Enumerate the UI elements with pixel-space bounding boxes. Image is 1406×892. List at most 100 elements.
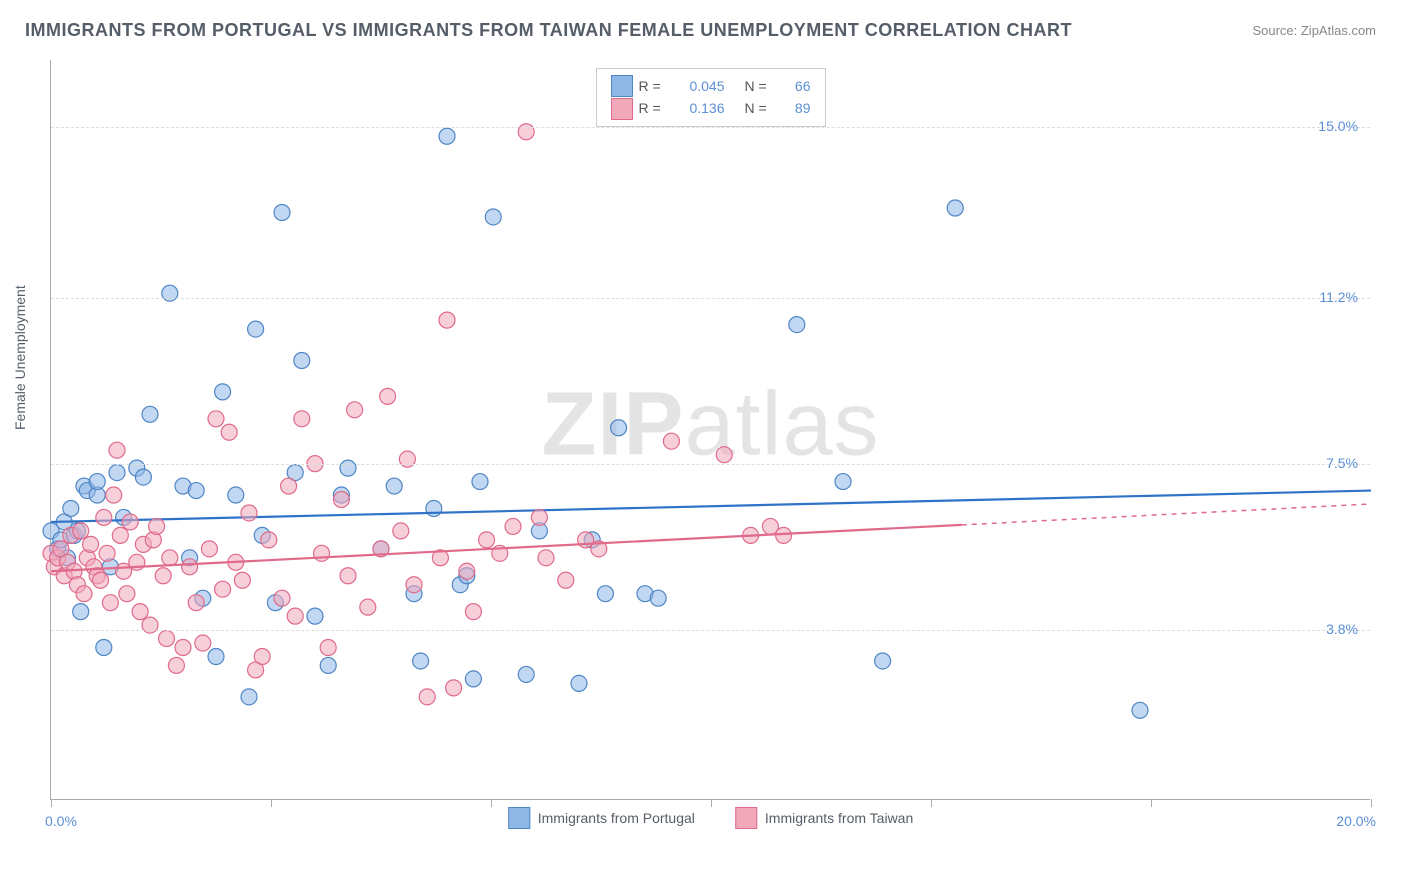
series-legend: Immigrants from Portugal Immigrants from… (508, 807, 914, 829)
header-bar: IMMIGRANTS FROM PORTUGAL VS IMMIGRANTS F… (0, 0, 1406, 51)
data-point (254, 648, 270, 664)
data-point (386, 478, 402, 494)
legend-item-portugal: Immigrants from Portugal (508, 807, 695, 829)
x-max-label: 20.0% (1336, 813, 1376, 829)
data-point (89, 474, 105, 490)
data-point (307, 608, 323, 624)
data-point (261, 532, 277, 548)
data-point (73, 523, 89, 539)
data-point (320, 657, 336, 673)
data-point (221, 424, 237, 440)
data-point (465, 604, 481, 620)
data-point (234, 572, 250, 588)
scatter-plot-svg (51, 60, 1370, 799)
data-point (96, 640, 112, 656)
x-tick (1151, 799, 1152, 807)
data-point (531, 509, 547, 525)
data-point (875, 653, 891, 669)
data-point (360, 599, 376, 615)
data-point (274, 204, 290, 220)
data-point (162, 285, 178, 301)
y-tick-label: 15.0% (1318, 118, 1358, 134)
data-point (465, 671, 481, 687)
x-tick (51, 799, 52, 807)
data-point (611, 420, 627, 436)
data-point (188, 483, 204, 499)
y-tick-label: 7.5% (1326, 455, 1358, 471)
data-point (439, 128, 455, 144)
data-point (650, 590, 666, 606)
data-point (215, 581, 231, 597)
data-point (789, 317, 805, 333)
data-point (333, 492, 349, 508)
data-point (175, 640, 191, 656)
data-point (294, 352, 310, 368)
n-value-taiwan: 89 (781, 97, 811, 119)
data-point (109, 465, 125, 481)
data-point (485, 209, 501, 225)
data-point (76, 586, 92, 602)
data-point (380, 388, 396, 404)
data-point (716, 447, 732, 463)
data-point (122, 514, 138, 530)
r-value-taiwan: 0.136 (675, 97, 725, 119)
gridline (51, 298, 1370, 299)
data-point (663, 433, 679, 449)
legend-label-portugal: Immigrants from Portugal (538, 810, 695, 826)
data-point (106, 487, 122, 503)
data-point (340, 460, 356, 476)
data-point (571, 675, 587, 691)
data-point (208, 411, 224, 427)
swatch-portugal (611, 75, 633, 97)
data-point (419, 689, 435, 705)
data-point (188, 595, 204, 611)
data-point (287, 608, 303, 624)
data-point (241, 505, 257, 521)
trend-line-extrapolated (962, 504, 1371, 525)
data-point (195, 635, 211, 651)
data-point (505, 518, 521, 534)
data-point (228, 487, 244, 503)
data-point (472, 474, 488, 490)
data-point (314, 545, 330, 561)
data-point (597, 586, 613, 602)
swatch-taiwan (611, 98, 633, 120)
data-point (340, 568, 356, 584)
data-point (149, 518, 165, 534)
data-point (63, 500, 79, 516)
swatch-portugal-icon (508, 807, 530, 829)
data-point (393, 523, 409, 539)
gridline (51, 630, 1370, 631)
r-value-portugal: 0.045 (675, 75, 725, 97)
data-point (96, 509, 112, 525)
legend-label-taiwan: Immigrants from Taiwan (765, 810, 913, 826)
data-point (135, 469, 151, 485)
y-tick-label: 3.8% (1326, 621, 1358, 637)
r-label: R = (639, 75, 669, 97)
legend-row-portugal: R = 0.045 N = 66 (611, 75, 811, 97)
x-tick (931, 799, 932, 807)
data-point (132, 604, 148, 620)
x-tick (1371, 799, 1372, 807)
data-point (155, 568, 171, 584)
data-point (558, 572, 574, 588)
data-point (215, 384, 231, 400)
n-label: N = (745, 75, 775, 97)
n-label: N = (745, 97, 775, 119)
data-point (201, 541, 217, 557)
data-point (159, 631, 175, 647)
x-tick (271, 799, 272, 807)
data-point (446, 680, 462, 696)
data-point (947, 200, 963, 216)
data-point (518, 124, 534, 140)
data-point (102, 595, 118, 611)
y-tick-label: 11.2% (1319, 289, 1358, 305)
data-point (294, 411, 310, 427)
data-point (99, 545, 115, 561)
data-point (109, 442, 125, 458)
swatch-taiwan-icon (735, 807, 757, 829)
legend-row-taiwan: R = 0.136 N = 89 (611, 97, 811, 119)
data-point (119, 586, 135, 602)
data-point (241, 689, 257, 705)
data-point (347, 402, 363, 418)
